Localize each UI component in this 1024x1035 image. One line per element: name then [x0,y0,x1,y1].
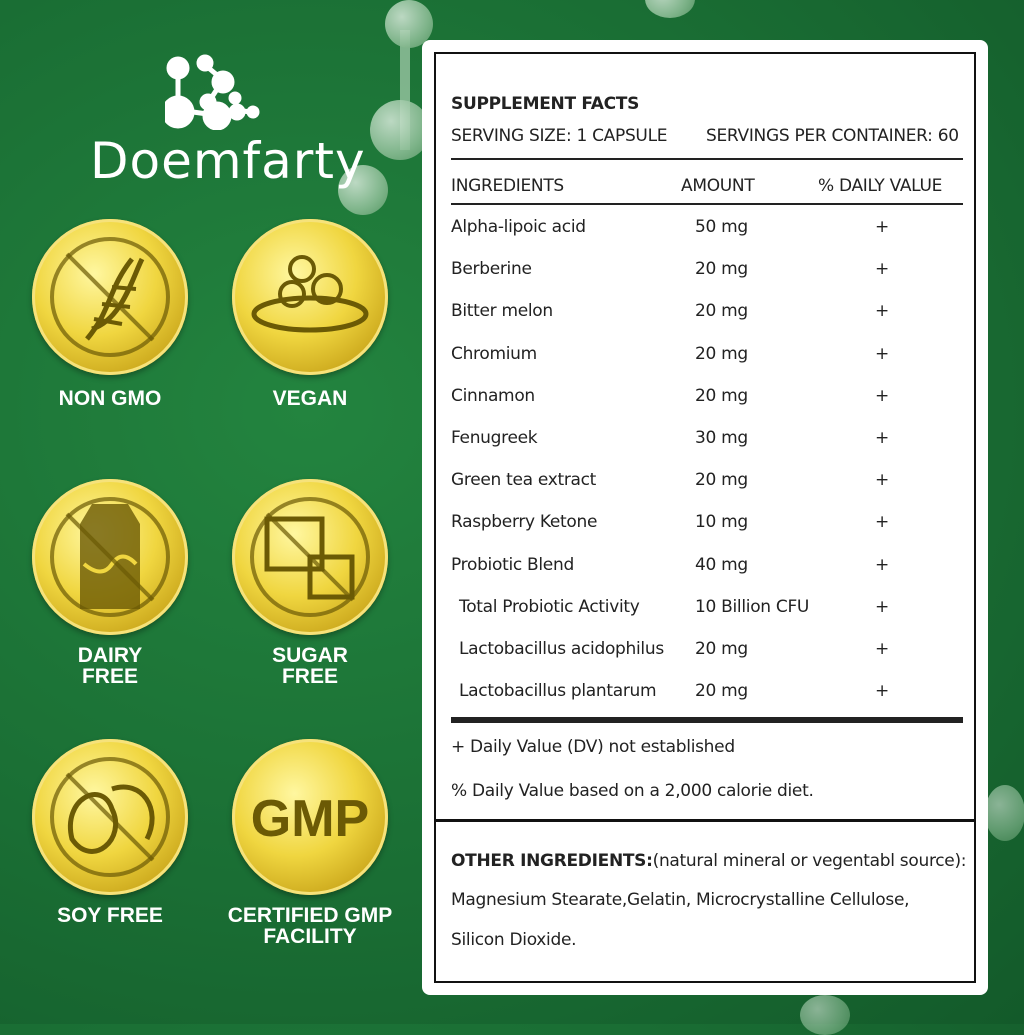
brand-logo: Doemfarty [90,50,366,190]
ingredient-amount: 20 mg [695,385,748,406]
ingredient-daily-value: + [875,428,889,448]
brand-name: Doemfarty [90,132,366,190]
ingredient-name: Alpha-lipoic acid [451,217,586,237]
thick-divider [451,717,963,723]
ingredient-amount: 10 Billion CFU [695,596,810,617]
supplement-facts-card [422,40,988,995]
salad-bowl-icon [251,255,369,333]
ingredient-name: Fenugreek [451,428,538,448]
badge-certified-gmp-facility: GMP [232,739,388,895]
badge-sugar-free [232,479,388,635]
footnote-dv: + Daily Value (DV) not established [451,737,735,757]
gmp-text-icon: GMP [251,790,369,848]
ingredient-amount: 20 mg [695,301,748,322]
ingredient-amount: 40 mg [695,554,748,575]
ingredient-daily-value: + [875,259,889,280]
molecule-decoration [800,995,850,1035]
divider [451,158,963,160]
ingredient-daily-value: + [875,385,889,406]
ingredient-daily-value: + [875,639,889,659]
divider [451,203,963,205]
ingredient-daily-value: + [875,554,889,575]
badge-soy-free [32,739,188,895]
ingredient-daily-value: + [875,470,889,491]
other-ingredients-heading: OTHER INGREDIENTS:(natural mineral or ve… [451,851,967,871]
molecule-decoration [400,30,410,150]
soybean-crossed-icon [50,757,170,877]
ingredient-daily-value: + [875,343,889,364]
ingredient-amount: 20 mg [695,343,748,364]
ingredient-amount: 20 mg [695,681,748,702]
ingredient-name: Cinnamon [451,385,535,406]
ingredient-name: Total Probiotic Activity [459,596,640,617]
ingredient-name: Berberine [451,259,532,280]
facts-title: SUPPLEMENT FACTS [451,94,640,114]
ingredient-name: Green tea extract [451,470,597,491]
ingredient-name: Raspberry Ketone [451,512,598,533]
badge-vegan [232,219,388,375]
ingredient-daily-value: + [875,596,889,617]
milk-carton-crossed-icon [50,497,170,617]
ingredient-name: Lactobacillus plantarum [459,681,657,702]
badge-label: NON GMO [58,387,162,410]
badge-label: SUGAR FREE [272,644,348,688]
molecule-decoration [385,0,433,48]
serving-size: SERVING SIZE: 1 CAPSULE [451,126,668,146]
ingredient-name: Lactobacillus acidophilus [459,639,664,659]
ingredient-daily-value: + [875,681,889,702]
molecule-decoration [370,100,430,160]
badge-label: DAIRY FREE [77,644,143,688]
molecule-logo-icon [165,54,260,130]
ingredient-amount: 10 mg [695,512,748,533]
ingredient-amount: 50 mg [695,217,748,237]
ingredient-name: Chromium [451,343,537,364]
other-ingredients-line: Silicon Dioxide. [451,930,577,950]
ingredient-name: Probiotic Blend [451,554,574,575]
header-daily-value: % DAILY VALUE [818,176,943,196]
ingredient-name: Bitter melon [451,301,553,322]
badge-non-gmo [32,219,188,375]
molecule-decoration [645,0,695,18]
badge-label: SOY FREE [57,904,163,927]
molecule-decoration [338,165,388,215]
badge-label: VEGAN [272,387,348,410]
supplement-facts-panel [434,52,976,983]
ingredient-amount: 20 mg [695,639,748,659]
gmp-text: GMP [251,790,369,848]
molecule-decoration [985,785,1024,841]
ingredient-amount: 20 mg [695,470,748,491]
servings-per-container: SERVINGS PER CONTAINER: 60 [706,126,959,146]
badge-label: CERTIFIED GMP FACILITY [227,904,393,948]
sugar-cubes-crossed-icon [250,497,370,617]
dna-crossed-icon [50,237,170,357]
section-divider [434,819,976,822]
ingredient-amount: 30 mg [695,428,748,448]
other-ingredients-label: OTHER INGREDIENTS: [451,851,653,871]
badge-dairy-free [32,479,188,635]
header-amount: AMOUNT [681,176,755,196]
footnote-calorie: % Daily Value based on a 2,000 calorie d… [451,781,814,801]
ingredient-daily-value: + [875,512,889,533]
ingredient-daily-value: + [875,301,889,322]
other-ingredients-line: Magnesium Stearate,Gelatin, Microcrystal… [451,890,910,910]
ingredient-daily-value: + [875,217,889,237]
ingredient-amount: 20 mg [695,259,748,280]
other-ingredients-source: (natural mineral or vegentabl source): [652,851,967,871]
header-ingredients: INGREDIENTS [451,176,564,196]
